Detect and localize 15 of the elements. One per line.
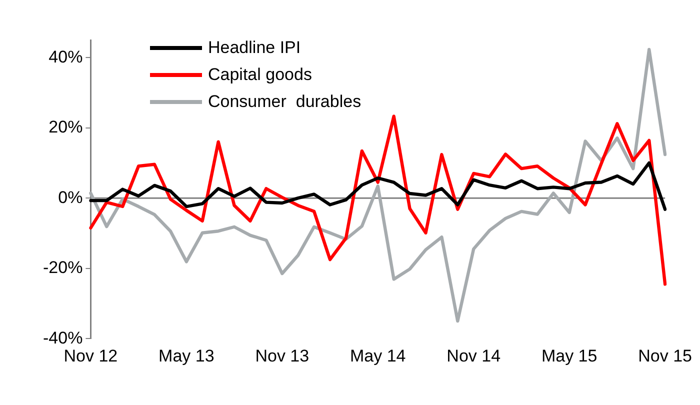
y-tick-label: -20% bbox=[43, 258, 83, 278]
y-tick-label: 40% bbox=[48, 47, 83, 66]
y-tick-label: 20% bbox=[48, 118, 83, 137]
x-tick-label: May 13 bbox=[158, 346, 214, 366]
x-tick-label: Nov 14 bbox=[446, 346, 501, 366]
x-tick-label: Nov 13 bbox=[255, 346, 310, 366]
legend-label: Consumer durables bbox=[208, 91, 362, 113]
x-tick-label: May 15 bbox=[541, 346, 598, 366]
y-tick-label: 0% bbox=[58, 188, 83, 207]
y-tick-label: -40% bbox=[43, 328, 83, 348]
legend-label: Headline IPI bbox=[208, 37, 301, 59]
legend-label: Capital goods bbox=[208, 64, 312, 86]
x-tick-label: Nov 12 bbox=[64, 346, 118, 366]
x-tick-label: May 14 bbox=[350, 346, 406, 366]
x-tick-label: Nov 15 bbox=[638, 346, 692, 366]
